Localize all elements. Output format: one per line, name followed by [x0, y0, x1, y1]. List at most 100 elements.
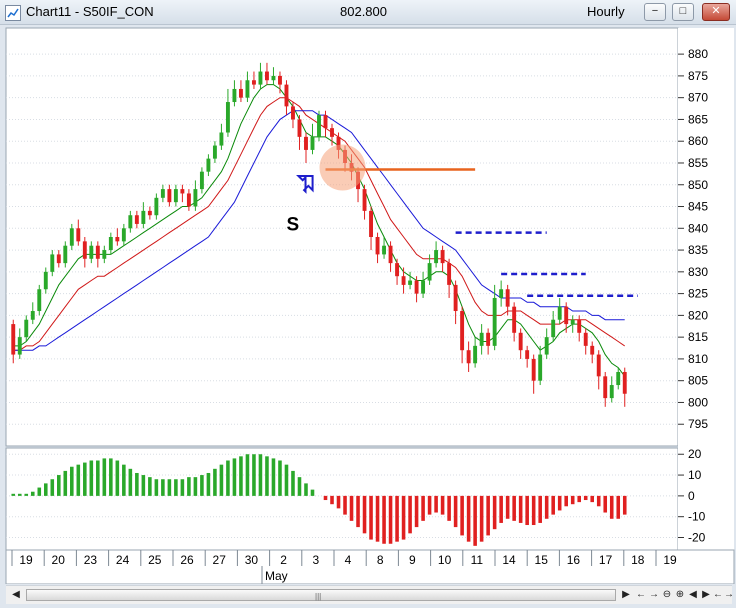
candle-down — [577, 319, 582, 333]
candle-down — [453, 284, 458, 312]
candle-down — [603, 376, 608, 399]
maximize-button[interactable]: □ — [672, 3, 694, 21]
candle-up — [232, 88, 237, 103]
candle-up — [538, 354, 543, 381]
pan-left-icon[interactable]: ← — [636, 589, 646, 600]
scroll-right-button[interactable]: ▶ — [622, 589, 630, 600]
candle-up — [89, 245, 94, 259]
step-forward-icon[interactable]: ▶ — [702, 589, 710, 600]
scroll-thumb[interactable]: ||| — [26, 589, 616, 601]
candle-up — [206, 158, 211, 172]
price-tick-label: 830 — [688, 265, 708, 279]
close-button[interactable]: ✕ — [702, 3, 730, 21]
scroll-track[interactable]: ||| — [26, 589, 616, 601]
price-tick-label: 875 — [688, 69, 708, 83]
time-tick-label: 9 — [409, 553, 416, 567]
candle-down — [596, 354, 601, 377]
candle-down — [291, 106, 295, 120]
time-tick-label: 27 — [213, 553, 227, 567]
jump-end-icon[interactable]: → — [724, 589, 734, 600]
month-label: May — [265, 569, 288, 583]
candle-up — [499, 289, 504, 298]
candle-up — [160, 189, 165, 198]
candle-down — [186, 193, 191, 207]
price-tick-label: 825 — [688, 287, 708, 301]
candle-up — [317, 115, 321, 137]
candle-up — [570, 319, 575, 325]
time-tick-label: 19 — [19, 553, 33, 567]
candle-down — [115, 237, 120, 242]
candle-up — [141, 210, 146, 224]
candle-down — [297, 119, 302, 137]
time-tick-label: 16 — [567, 553, 581, 567]
candle-down — [167, 189, 172, 203]
time-tick-label: 23 — [84, 553, 98, 567]
candle-up — [173, 189, 178, 203]
price-tick-label: 870 — [688, 91, 708, 105]
candle-down — [304, 136, 308, 150]
candle-up — [408, 280, 413, 285]
candle-down — [531, 358, 536, 381]
candle-up — [434, 250, 439, 264]
candle-down — [466, 350, 471, 364]
time-scrollbar[interactable]: ◀ ||| ▶ ← → ⊖ ⊕ ◀ ▶ ← → — [6, 585, 734, 604]
y-tick-labels: 795 800 805 810 815 820 825 830 835 840 845 850 855 8… — [678, 47, 708, 545]
candle-down — [518, 332, 523, 351]
jump-start-icon[interactable]: ← — [713, 589, 723, 600]
candle-up — [17, 337, 22, 355]
signal-highlight — [319, 144, 366, 191]
time-tick-label: 26 — [180, 553, 194, 567]
zoom-out-icon[interactable]: ⊖ — [662, 589, 672, 600]
candle-up — [245, 80, 250, 98]
candle-up — [310, 136, 315, 150]
price-tick-label: 880 — [688, 47, 708, 61]
candle-up — [271, 75, 276, 81]
step-back-icon[interactable]: ◀ — [689, 589, 697, 600]
minimize-button[interactable]: − — [644, 3, 666, 21]
candle-up — [557, 306, 562, 320]
time-tick-label: 20 — [52, 553, 66, 567]
last-price: 802.800 — [340, 4, 387, 19]
scroll-left-button[interactable]: ◀ — [12, 589, 20, 600]
candle-up — [551, 319, 556, 338]
oscillator-panel — [5, 447, 679, 551]
candle-up — [382, 245, 387, 255]
candle-up — [63, 245, 68, 264]
candle-up — [225, 102, 230, 133]
title-bar[interactable]: Chart11 - S50IF_CON 802.800 Hourly − □ ✕ — [0, 0, 736, 25]
zoom-in-icon[interactable]: ⊕ — [675, 589, 685, 600]
candle-down — [512, 306, 517, 333]
price-tick-label: 850 — [688, 178, 708, 192]
candle-down — [395, 263, 400, 277]
candle-down — [440, 250, 445, 264]
oscillator-tick-label: 20 — [688, 447, 702, 461]
candle-down — [388, 245, 393, 264]
candle-down — [251, 80, 256, 85]
price-tick-label: 795 — [688, 417, 708, 431]
candle-down — [284, 84, 289, 107]
candle-up — [37, 289, 42, 312]
candle-up — [212, 145, 217, 159]
price-axis — [678, 28, 734, 550]
price-tick-label: 805 — [688, 374, 708, 388]
candle-down — [590, 345, 595, 355]
price-tick-label: 865 — [688, 112, 708, 126]
candle-up — [421, 280, 426, 294]
candle-up — [544, 337, 549, 355]
candle-up — [219, 132, 224, 146]
chart-area[interactable]: 7958008058108158208258308358408458508558… — [0, 24, 736, 584]
candle-down — [180, 189, 185, 194]
candle-up — [154, 197, 159, 216]
candle-up — [427, 263, 432, 281]
candle-up — [121, 228, 126, 242]
candle-down — [11, 324, 16, 355]
oscillator-tick-label: -20 — [688, 531, 706, 545]
candles — [11, 62, 627, 407]
oscillator-tick-label: 10 — [688, 468, 702, 482]
signal-annotation: S — [287, 144, 366, 236]
price-tick-label: 820 — [688, 308, 708, 322]
price-tick-label: 840 — [688, 221, 708, 235]
candle-down — [401, 276, 406, 285]
pan-right-icon[interactable]: → — [649, 589, 659, 600]
